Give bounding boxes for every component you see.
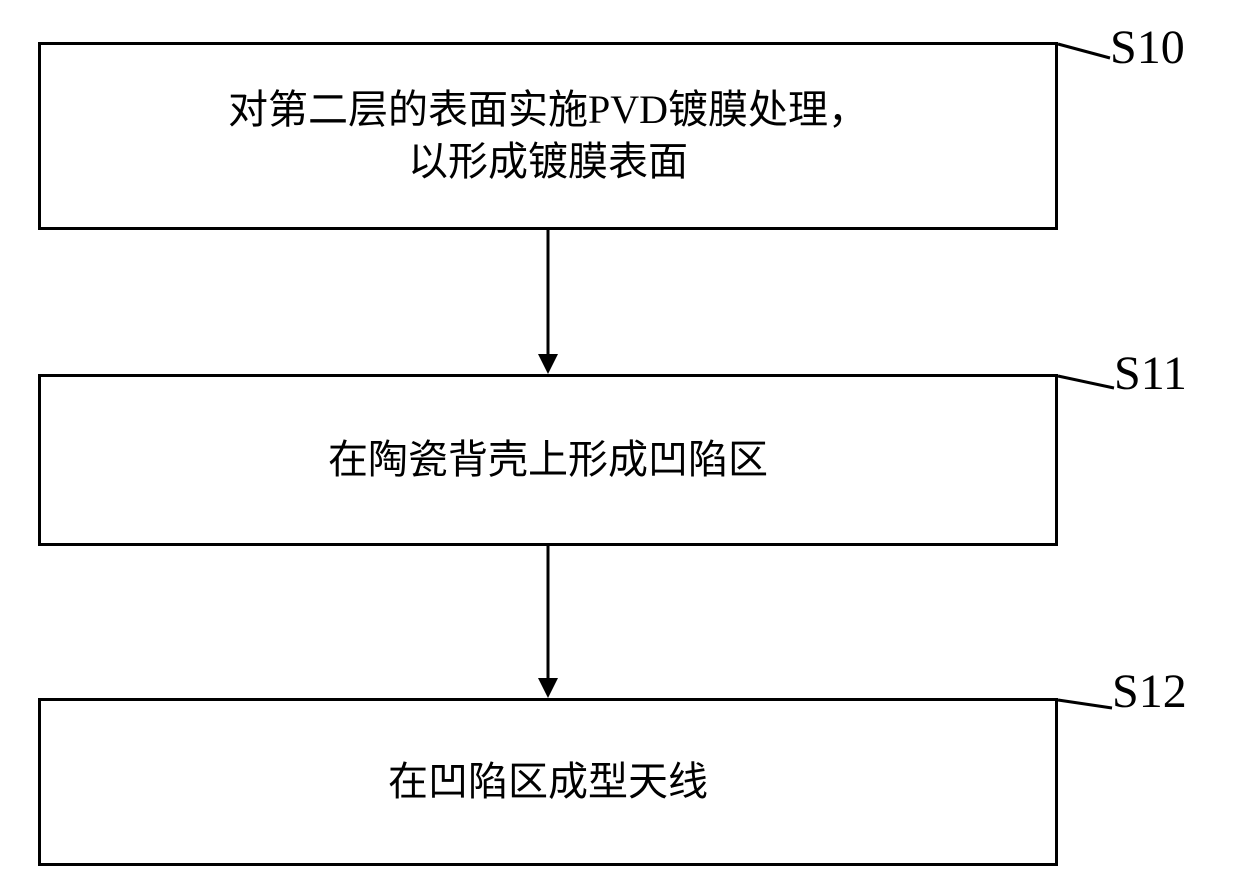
flow-step-s12: 在凹陷区成型天线 bbox=[38, 698, 1058, 866]
flow-step-s11: 在陶瓷背壳上形成凹陷区 bbox=[38, 374, 1058, 546]
flow-step-s12-line1: 在凹陷区成型天线 bbox=[388, 756, 708, 808]
flow-step-s11-label: S11 bbox=[1114, 346, 1187, 401]
flow-step-s10-label: S10 bbox=[1110, 20, 1185, 75]
flowchart-canvas: 对第二层的表面实施PVD镀膜处理， 以形成镀膜表面 S10 在陶瓷背壳上形成凹陷… bbox=[0, 0, 1239, 894]
flow-step-s11-line1: 在陶瓷背壳上形成凹陷区 bbox=[328, 434, 768, 486]
flow-step-s10: 对第二层的表面实施PVD镀膜处理， 以形成镀膜表面 bbox=[38, 42, 1058, 230]
flow-step-s10-line2: 以形成镀膜表面 bbox=[408, 136, 688, 188]
flow-step-s10-line1: 对第二层的表面实施PVD镀膜处理， bbox=[228, 84, 868, 136]
flow-step-s12-label: S12 bbox=[1112, 664, 1187, 719]
